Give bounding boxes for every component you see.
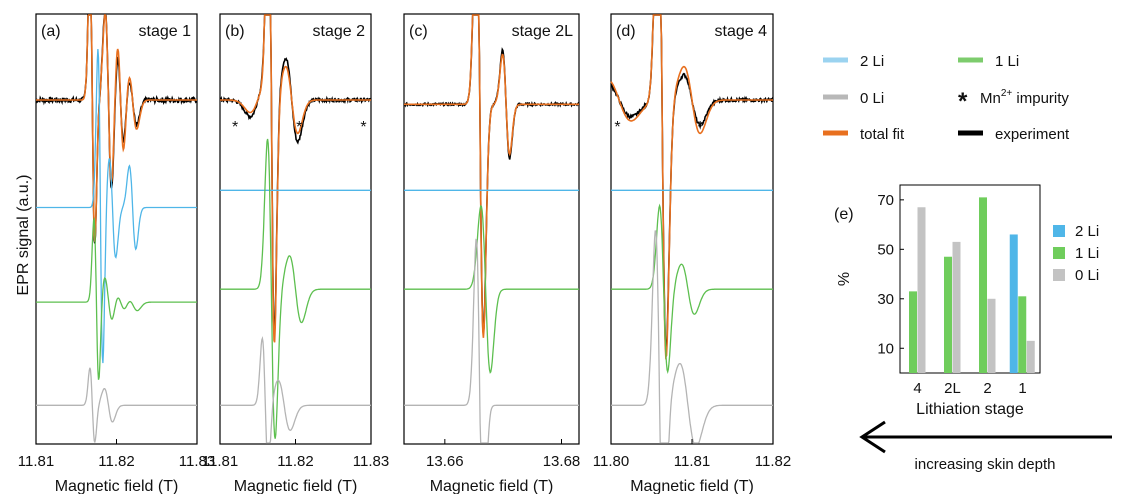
y-tick-label: 30: [877, 291, 894, 308]
bar-legend-swatch-0-li: [1053, 269, 1065, 281]
y-tick-label: 70: [877, 192, 894, 209]
x-tick-label: 11.81: [202, 453, 238, 470]
stage-label: stage 4: [715, 23, 768, 40]
bar-legend-swatch-1-li: [1053, 247, 1065, 259]
legend-label-1li: 1 Li: [995, 53, 1019, 70]
panel-frame: [219, 13, 372, 445]
panel-b: * * * (b) stage 2 11.81 11.82 11.83 Magnetic fie…: [202, 13, 389, 494]
legend-label-2li: 2 Li: [860, 53, 884, 70]
panel-tag: (e): [834, 206, 854, 223]
x-tick-label: 11.82: [277, 453, 313, 470]
y-tick-label: 50: [877, 241, 894, 258]
series-0-li: [220, 336, 371, 444]
series-experiment: [610, 14, 774, 351]
x-axis-label: Magnetic field (T): [430, 478, 554, 494]
panel-frame: [403, 13, 580, 445]
bar-legend-label-2-li: 2 Li: [1075, 223, 1099, 240]
series-0-li: [611, 230, 773, 444]
series-2-li: [36, 48, 197, 364]
skin-depth-arrow: increasing skin depth: [859, 420, 1112, 473]
panel-tag: (c): [409, 23, 428, 40]
panel-tag: (b): [225, 23, 245, 40]
series-1-li: [220, 138, 371, 439]
y-axis-label-epr: EPR signal (a.u.): [15, 175, 32, 296]
stage-label: stage 2: [313, 23, 366, 40]
series-total-fit: [36, 14, 197, 242]
panel-c: (c) stage 2L 13.66 13.68 Magnetic field (T): [403, 13, 581, 494]
series-1-li: [36, 217, 197, 380]
stage-label: stage 1: [139, 23, 192, 40]
x-tick-label: 11.81: [674, 453, 710, 470]
legend-label-mn-impurity: Mn2+ impurity: [980, 88, 1069, 107]
bar-1-li-2l: [944, 256, 952, 373]
x-tick-label: 2L: [944, 380, 961, 397]
x-axis-label: Magnetic field (T): [55, 478, 179, 494]
legend-label-0li: 0 Li: [860, 90, 884, 107]
legend-label-experiment: experiment: [995, 126, 1070, 143]
panel-frame: [610, 13, 774, 445]
x-tick-label: 1: [1018, 380, 1026, 397]
bar-2-li-1: [1009, 234, 1018, 373]
stage-label: stage 2L: [512, 23, 573, 40]
impurity-marker: *: [360, 119, 366, 136]
bar-legend-label-1-li: 1 Li: [1075, 245, 1099, 262]
bar-chart-e: (e) 10 30 50 70% 4 2L 2 1 Lithiation stage 2 Li 1 L…: [834, 184, 1099, 418]
series-0-li: [404, 238, 579, 444]
bar-0-li-2l: [952, 241, 961, 373]
x-tick-label: 11.82: [755, 453, 791, 470]
bar-0-li-2: [987, 298, 996, 373]
series-1-li: [611, 203, 773, 374]
asterisk-icon: *: [958, 88, 968, 115]
arrow-caption: increasing skin depth: [915, 456, 1056, 473]
impurity-marker: *: [614, 119, 620, 136]
x-axis-label: Lithiation stage: [916, 401, 1024, 418]
x-axis-label: Magnetic field (T): [234, 478, 358, 494]
series-experiment: [403, 14, 580, 334]
x-tick-label: 11.80: [593, 453, 629, 470]
panel-tag: (d): [616, 23, 636, 40]
x-tick-label: 11.81: [18, 453, 54, 470]
x-tick-label: 2: [983, 380, 991, 397]
x-tick-label: 4: [913, 380, 921, 397]
bar-1-li-4: [909, 291, 917, 373]
x-tick-label: 13.68: [543, 453, 581, 470]
bar-plot-frame: [899, 184, 1041, 374]
bar-0-li-4: [917, 207, 926, 373]
impurity-marker: *: [232, 119, 238, 136]
arrow-head-icon: [859, 420, 886, 454]
series-1-li: [404, 204, 579, 374]
x-tick-label: 13.66: [426, 453, 464, 470]
series-total-fit: [610, 14, 773, 360]
series-total-fit: [404, 14, 579, 338]
y-axis-label: %: [836, 272, 853, 286]
bar-1-li-2: [979, 197, 987, 373]
x-tick-label: 11.82: [98, 453, 134, 470]
y-tick-label: 10: [877, 340, 894, 357]
series-0-li: [36, 367, 197, 443]
bar-legend-label-0-li: 0 Li: [1075, 267, 1099, 284]
panel-tag: (a): [41, 23, 61, 40]
bar-0-li-1: [1026, 340, 1035, 373]
x-tick-label: 11.83: [179, 453, 215, 470]
impurity-marker: *: [296, 119, 302, 136]
bar-legend-swatch-2-li: [1053, 225, 1065, 237]
x-axis-label: Magnetic field (T): [630, 478, 754, 494]
spectra-legend: 2 Li 1 Li 0 Li * Mn2+ impurity total fit…: [823, 53, 1070, 143]
series-total-fit: [220, 14, 371, 343]
x-tick-label: 11.83: [353, 453, 389, 470]
series-experiment: [35, 14, 198, 244]
legend-label-total-fit: total fit: [860, 126, 905, 143]
impurity-marker: *: [697, 119, 703, 136]
bar-1-li-1: [1018, 296, 1027, 373]
